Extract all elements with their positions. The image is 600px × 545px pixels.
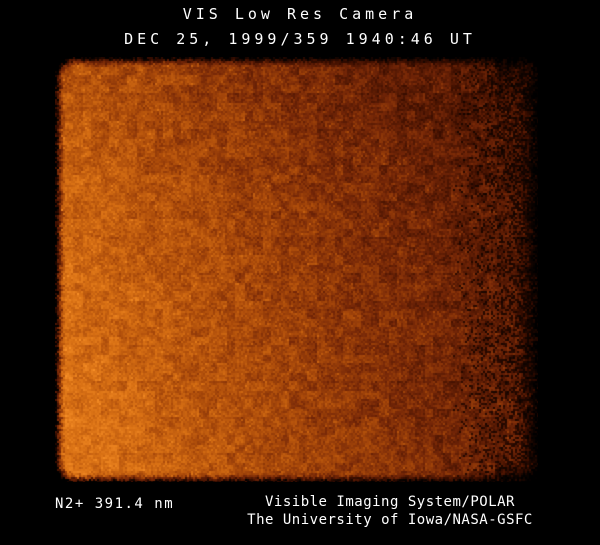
- camera-title: VIS Low Res Camera: [182, 5, 418, 23]
- filter-wavelength-label: N2+ 391.4 nm: [55, 496, 175, 512]
- credit-line-2: The University of Iowa/NASA-GSFC: [247, 512, 533, 528]
- credit-line-1: Visible Imaging System/POLAR: [264, 494, 515, 510]
- timestamp-label: DEC 25, 1999/359 1940:46 UT: [124, 30, 476, 48]
- credit-block: Visible Imaging System/POLAR The Univers…: [240, 493, 540, 529]
- camera-image-canvas: [55, 57, 538, 482]
